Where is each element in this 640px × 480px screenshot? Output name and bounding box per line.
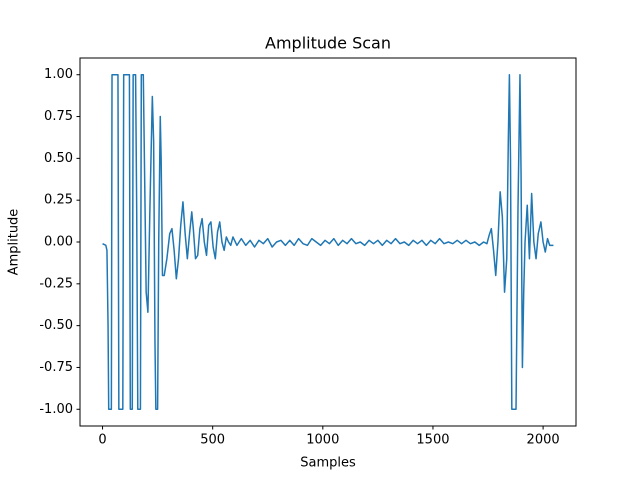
y-tick-label: -1.00 (39, 402, 73, 417)
x-tick-label: 1000 (306, 433, 339, 448)
plot-frame (79, 57, 577, 427)
x-axis-label: Samples (300, 456, 356, 471)
y-tick-label: 0.00 (44, 235, 73, 250)
x-tick-label: 500 (200, 433, 225, 448)
x-tick-label: 2000 (527, 433, 560, 448)
y-tick-label: -0.75 (39, 360, 73, 375)
signal-line (102, 73, 554, 411)
y-tick-label: -0.25 (39, 276, 73, 291)
chart-title: Amplitude Scan (265, 34, 391, 53)
y-tick-label: -0.50 (39, 318, 73, 333)
x-tick-label: 0 (98, 433, 106, 448)
y-tick-label: 0.25 (44, 193, 73, 208)
y-tick-label: 1.00 (44, 67, 73, 82)
y-axis-label: Amplitude (7, 209, 22, 276)
y-tick-label: 0.50 (44, 151, 73, 166)
x-tick-label: 1500 (416, 433, 449, 448)
y-tick-label: 0.75 (44, 109, 73, 124)
